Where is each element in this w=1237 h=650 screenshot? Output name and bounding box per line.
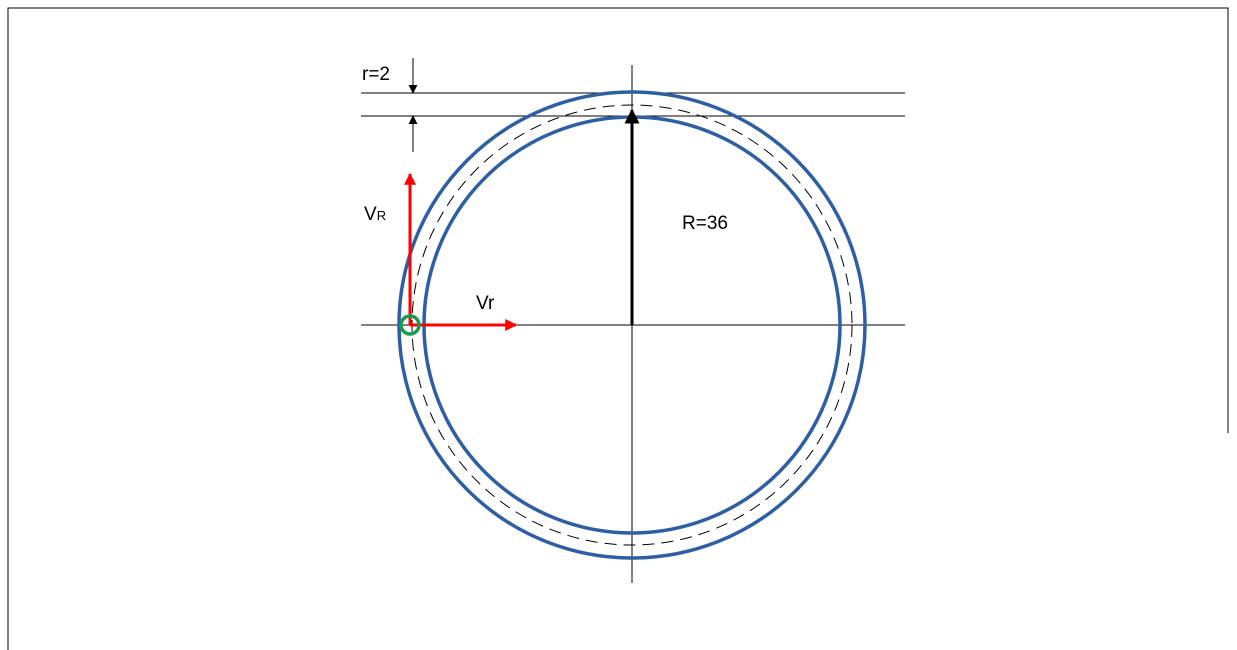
contact-point [399,314,421,336]
frame [7,7,1229,650]
outer-circle [397,90,867,560]
velocity-label: VR [364,204,386,225]
radius-label: R=36 [682,213,728,234]
velocity-label-sub: R [377,208,386,223]
thickness-label: r=2 [362,64,390,85]
velocity-label: Vr [476,293,495,314]
velocity-label-main: V [364,204,377,225]
